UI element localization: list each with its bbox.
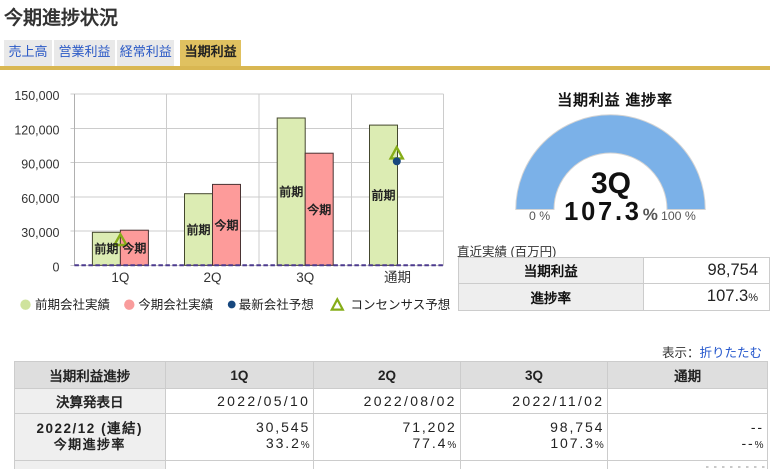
svg-text:前期: 前期 bbox=[186, 222, 210, 237]
svg-text:150,000: 150,000 bbox=[14, 89, 59, 103]
svg-text:30,000: 30,000 bbox=[21, 226, 59, 240]
svg-text:90,000: 90,000 bbox=[21, 158, 59, 172]
svg-text:1Q: 1Q bbox=[111, 270, 129, 285]
svg-text:通期: 通期 bbox=[384, 270, 411, 285]
svg-text:前期: 前期 bbox=[94, 241, 118, 256]
svg-text:今期: 今期 bbox=[306, 202, 331, 217]
svg-text:今期: 今期 bbox=[213, 217, 238, 232]
svg-text:今期: 今期 bbox=[121, 241, 146, 256]
svg-text:0: 0 bbox=[53, 260, 60, 274]
svg-text:最新会社予想: 最新会社予想 bbox=[239, 297, 314, 312]
svg-text:2Q: 2Q bbox=[203, 270, 221, 285]
svg-text:3Q: 3Q bbox=[296, 270, 314, 285]
svg-text:今期会社実績: 今期会社実績 bbox=[138, 297, 213, 312]
svg-text:前期: 前期 bbox=[279, 184, 303, 199]
svg-text:120,000: 120,000 bbox=[14, 123, 59, 137]
svg-text:前期会社実績: 前期会社実績 bbox=[35, 297, 110, 312]
svg-text:コンセンサス予想: コンセンサス予想 bbox=[351, 297, 451, 312]
svg-text:前期: 前期 bbox=[371, 188, 395, 203]
svg-text:60,000: 60,000 bbox=[21, 192, 59, 206]
